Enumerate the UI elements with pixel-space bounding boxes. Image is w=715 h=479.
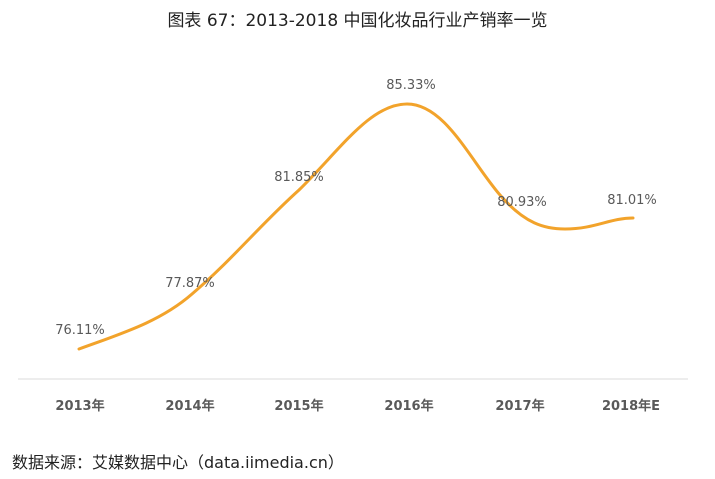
series-line bbox=[77, 102, 635, 351]
data-label-2016: 85.33% bbox=[386, 78, 436, 93]
x-tick-2017: 2017年 bbox=[495, 398, 544, 414]
x-tick-2016: 2016年 bbox=[384, 398, 433, 414]
x-tick-2018e: 2018年E bbox=[602, 398, 660, 414]
line-chart: 76.11% 77.87% 81.85% 85.33% 80.93% 81.01… bbox=[18, 78, 688, 414]
chart-title: 图表 67：2013-2018 中国化妆品行业产销率一览 bbox=[167, 11, 548, 31]
x-tick-2014: 2014年 bbox=[165, 398, 214, 414]
data-label-2013: 76.11% bbox=[55, 323, 105, 338]
data-label-2018e: 81.01% bbox=[607, 193, 657, 208]
data-label-2014: 77.87% bbox=[165, 276, 215, 291]
x-tick-2013: 2013年 bbox=[55, 398, 104, 414]
data-label-2017: 80.93% bbox=[497, 195, 547, 210]
source-note: 数据来源：艾媒数据中心（data.iimedia.cn） bbox=[12, 453, 344, 472]
data-labels: 76.11% 77.87% 81.85% 85.33% 80.93% 81.01… bbox=[55, 78, 657, 338]
x-axis-labels: 2013年 2014年 2015年 2016年 2017年 2018年E bbox=[55, 398, 660, 414]
x-tick-2015: 2015年 bbox=[274, 398, 323, 414]
data-label-2015: 81.85% bbox=[274, 170, 324, 185]
